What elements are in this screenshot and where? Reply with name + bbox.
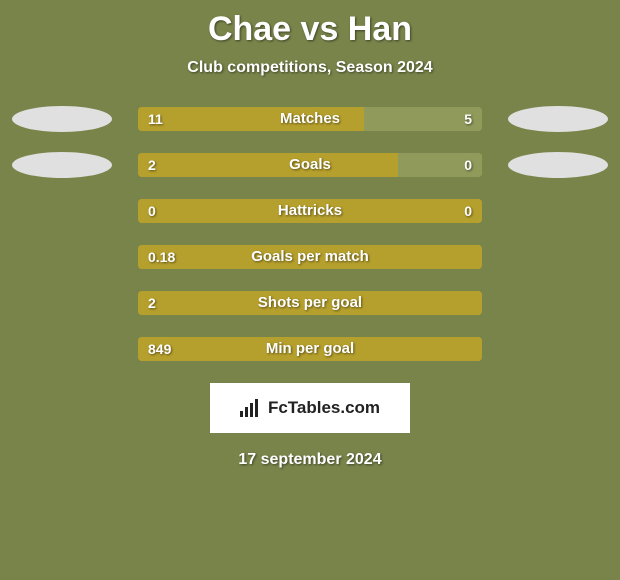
- avatar-spacer: [12, 198, 112, 224]
- avatar-spacer: [12, 244, 112, 270]
- player-left-avatar: [12, 106, 112, 132]
- avatar-spacer: [508, 336, 608, 362]
- page-title: Chae vs Han: [0, 0, 620, 49]
- stat-bar: Min per goal849: [138, 337, 482, 361]
- snapshot-date: 17 september 2024: [0, 451, 620, 469]
- player-left-avatar: [12, 152, 112, 178]
- avatar-spacer: [508, 244, 608, 270]
- stat-bar: Shots per goal2: [138, 291, 482, 315]
- stat-value-left: 2: [148, 291, 156, 315]
- avatar-spacer: [12, 290, 112, 316]
- stat-row: Min per goal849: [0, 337, 620, 361]
- stat-label: Hattricks: [138, 199, 482, 223]
- stat-label: Goals per match: [138, 245, 482, 269]
- logo-text: FcTables.com: [268, 398, 380, 418]
- stat-row: Goals2 0: [0, 153, 620, 177]
- comparison-table: Matches115Goals20Hattricks00Goals per ma…: [0, 107, 620, 361]
- stat-value-left: 849: [148, 337, 171, 361]
- stat-bar: Hattricks0 0: [138, 199, 482, 223]
- stat-label: Shots per goal: [138, 291, 482, 315]
- stat-label: Min per goal: [138, 337, 482, 361]
- stat-value-left: 11: [148, 107, 163, 131]
- chart-icon: [240, 399, 262, 417]
- stat-bar: Goals2 0: [138, 153, 482, 177]
- stat-value-right: 0: [464, 199, 472, 223]
- stat-row: Hattricks0 0: [0, 199, 620, 223]
- avatar-spacer: [12, 336, 112, 362]
- player-right-avatar: [508, 152, 608, 178]
- page-subtitle: Club competitions, Season 2024: [0, 59, 620, 77]
- stat-value-left: 0.18: [148, 245, 175, 269]
- avatar-spacer: [508, 198, 608, 224]
- avatar-spacer: [508, 290, 608, 316]
- stat-value-left: 2: [148, 153, 156, 177]
- stat-label: Matches: [138, 107, 482, 131]
- stat-row: Matches11 5: [0, 107, 620, 131]
- fctables-logo[interactable]: FcTables.com: [210, 383, 410, 433]
- stat-value-left: 0: [148, 199, 156, 223]
- stat-label: Goals: [138, 153, 482, 177]
- stat-value-right: 0: [464, 153, 472, 177]
- stat-bar: Goals per match0.18: [138, 245, 482, 269]
- stat-value-right: 5: [464, 107, 472, 131]
- stat-row: Shots per goal2: [0, 291, 620, 315]
- player-right-avatar: [508, 106, 608, 132]
- stat-bar: Matches11 5: [138, 107, 482, 131]
- stat-row: Goals per match0.18: [0, 245, 620, 269]
